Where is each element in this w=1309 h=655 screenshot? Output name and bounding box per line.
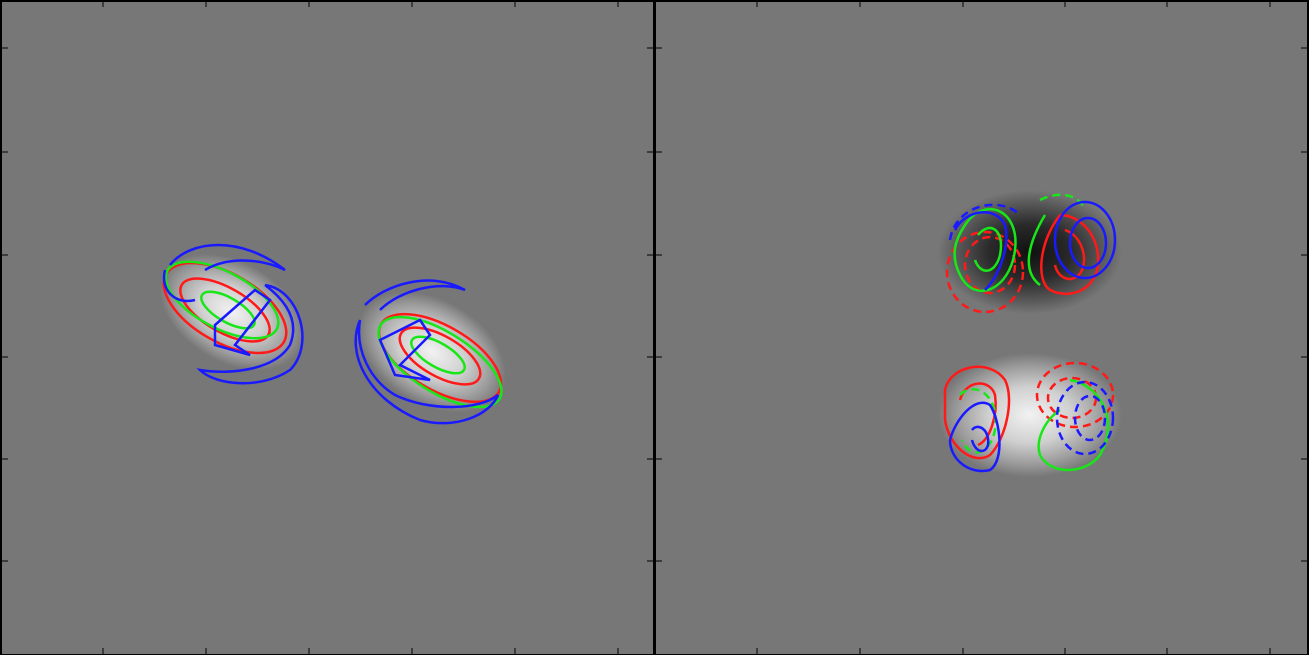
left-panel [1, 1, 654, 655]
contour-figure [0, 0, 1309, 655]
panel-background [655, 1, 1308, 655]
right-panel [655, 1, 1308, 655]
intensity-blob [938, 353, 1122, 477]
panel-background [1, 1, 654, 655]
